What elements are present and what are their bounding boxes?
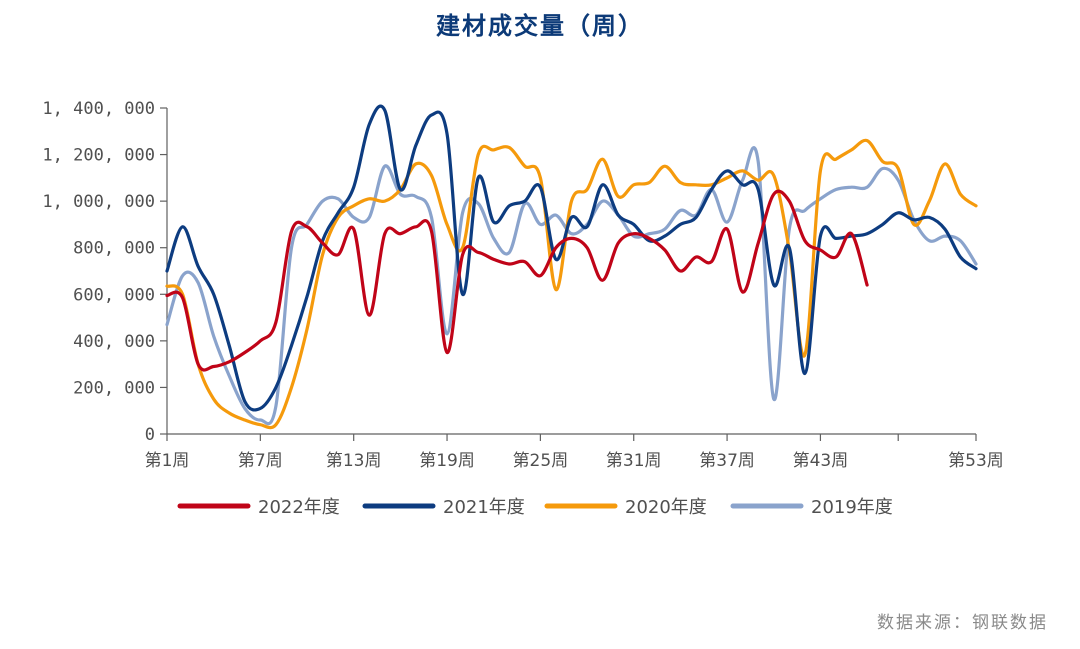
y-tick-label: 400, 000 — [73, 332, 155, 352]
legend-item: 2021年度 — [362, 497, 525, 518]
x-tick-label: 第25周 — [513, 451, 569, 471]
series-lines — [165, 104, 978, 430]
x-tick-label: 第19周 — [419, 451, 475, 471]
legend-item: 2022年度 — [177, 497, 340, 518]
y-axis: 0 200, 000 400, 000 600, 000 800, 000 1, 000,… — [42, 99, 168, 445]
y-tick-label: 1, 400, 000 — [42, 99, 155, 119]
series-line-2022年度 — [165, 189, 869, 372]
data-source-note: 数据来源：钢联数据 — [877, 613, 1048, 633]
legend-label: 2020年度 — [625, 497, 707, 518]
legend-item: 2020年度 — [544, 497, 707, 518]
y-tick-label: 200, 000 — [73, 378, 155, 398]
x-tick-label: 第37周 — [699, 451, 755, 471]
x-axis: 第1周 第7周 第13周 第19周 第25周 第31周 第37周 第43周 第53周 — [145, 433, 1004, 471]
legend-label: 2022年度 — [258, 497, 340, 518]
x-tick-label: 第7周 — [238, 451, 283, 471]
legend-item: 2019年度 — [730, 497, 893, 518]
x-tick-label: 第43周 — [793, 451, 849, 471]
y-tick-label: 800, 000 — [73, 239, 155, 259]
chart-title: 建材成交量（周） — [436, 11, 644, 40]
legend-label: 2021年度 — [443, 497, 525, 518]
series-line-2020年度 — [165, 138, 978, 430]
series-line-2021年度 — [165, 104, 978, 412]
y-tick-label: 1, 000, 000 — [42, 192, 155, 212]
y-tick-label: 1, 200, 000 — [42, 146, 155, 166]
y-tick-label: 600, 000 — [73, 285, 155, 305]
x-tick-label: 第53周 — [948, 451, 1004, 471]
x-tick-label: 第13周 — [326, 451, 382, 471]
legend-label: 2019年度 — [811, 497, 893, 518]
series-line-2019年度 — [165, 146, 978, 426]
legend: 2022年度 2021年度 2020年度 2019年度 — [177, 497, 893, 518]
x-tick-label: 第31周 — [606, 451, 662, 471]
y-tick-label: 0 — [145, 425, 155, 445]
x-tick-label: 第1周 — [145, 451, 190, 471]
